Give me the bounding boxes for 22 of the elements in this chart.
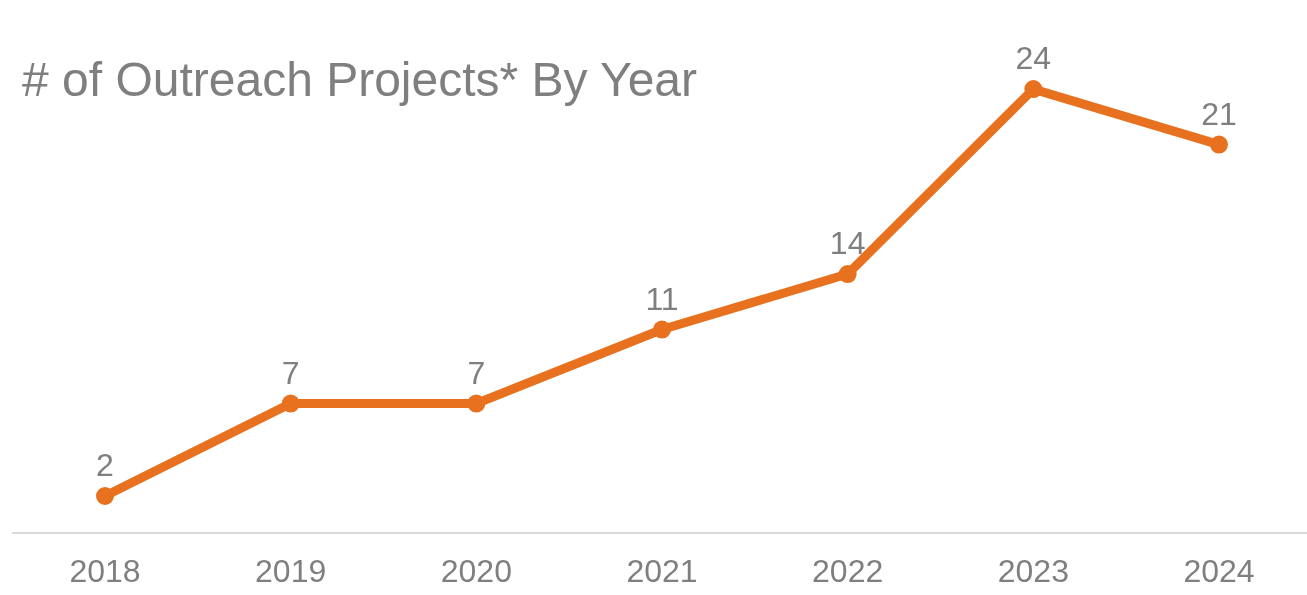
data-label: 2: [96, 447, 114, 484]
data-label: 11: [645, 280, 679, 317]
point: [1024, 80, 1043, 99]
point: [467, 394, 486, 413]
point: [281, 394, 300, 413]
x-tick-label: 2019: [255, 552, 327, 589]
x-tick-label: 2018: [69, 552, 141, 589]
point: [653, 320, 671, 339]
point: [1210, 135, 1228, 154]
point: [838, 265, 857, 284]
data-label: 24: [1015, 40, 1052, 77]
data-label: 7: [467, 354, 486, 391]
data-label: 14: [829, 225, 866, 262]
x-tick-label: 2024: [1183, 552, 1255, 589]
x-tick-label: 2020: [440, 552, 512, 589]
x-tick-label: 2021: [626, 552, 698, 589]
chart-title: # of Outreach Projects* By Year: [22, 52, 698, 107]
data-label: 21: [1201, 95, 1237, 132]
data-label: 7: [281, 354, 300, 391]
point: [96, 487, 114, 506]
x-tick-label: 2023: [997, 552, 1069, 589]
x-tick-label: 2022: [812, 552, 884, 589]
